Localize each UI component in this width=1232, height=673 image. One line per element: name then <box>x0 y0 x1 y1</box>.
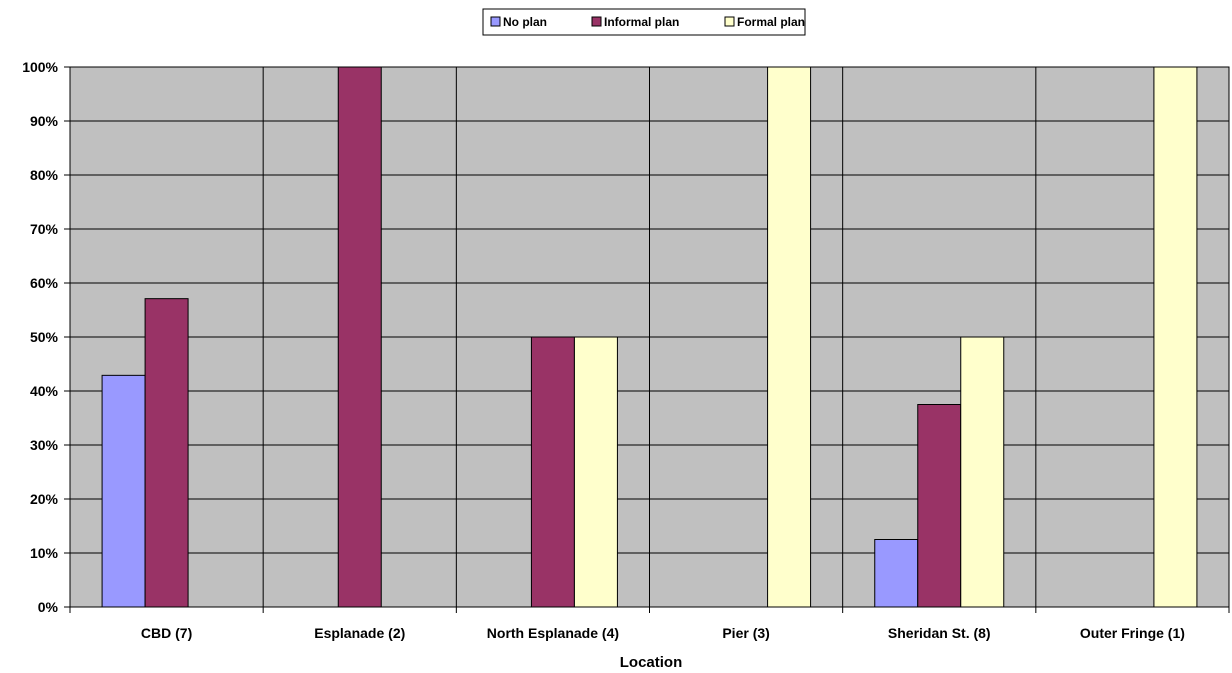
legend-frame <box>482 8 806 36</box>
bar-informal-plan <box>530 336 575 608</box>
y-tick-label: 80% <box>30 167 59 183</box>
bar-formal-plan <box>573 336 618 608</box>
x-axis-title: Location <box>620 654 683 671</box>
x-tick-label: Outer Fringe (1) <box>1080 625 1185 641</box>
x-tick-label: North Esplanade (4) <box>487 625 619 641</box>
bar-formal-plan <box>767 66 812 608</box>
y-tick-label: 60% <box>30 275 59 291</box>
y-tick-label: 40% <box>30 383 59 399</box>
legend-label: Formal plan <box>737 15 805 29</box>
bar-no-plan <box>101 374 146 608</box>
y-tick-label: 0% <box>38 599 59 615</box>
legend-swatch <box>490 16 501 27</box>
y-tick-label: 90% <box>30 113 59 129</box>
legend-swatch <box>724 16 735 27</box>
bar-informal-plan <box>144 298 189 608</box>
y-tick-label: 30% <box>30 437 59 453</box>
bar-informal-plan <box>917 404 962 608</box>
bar-no-plan <box>874 539 919 608</box>
y-axis: 0% 10% 20% 30% 40% 50% 60% 70% 80% 90% 100% <box>22 59 70 615</box>
x-tick-label: Esplanade (2) <box>314 625 405 641</box>
x-tick-label: Sheridan St. (8) <box>888 625 991 641</box>
x-tick-label: CBD (7) <box>141 625 192 641</box>
bar-formal-plan <box>960 336 1005 608</box>
bars <box>101 66 1198 608</box>
legend-label: No plan <box>503 15 547 29</box>
y-tick-label: 100% <box>22 59 58 75</box>
y-tick-label: 20% <box>30 491 59 507</box>
bar-formal-plan <box>1153 66 1198 608</box>
x-axis: CBD (7) Esplanade (2) North Esplanade (4) P… <box>69 67 1230 641</box>
legend-swatch <box>591 16 602 27</box>
bar-informal-plan <box>337 66 382 608</box>
y-tick-label: 70% <box>30 221 59 237</box>
legend: No plan Informal plan Formal plan <box>482 8 806 36</box>
y-tick-label: 10% <box>30 545 59 561</box>
legend-label: Informal plan <box>604 15 679 29</box>
y-tick-label: 50% <box>30 329 59 345</box>
x-tick-label: Pier (3) <box>722 625 769 641</box>
